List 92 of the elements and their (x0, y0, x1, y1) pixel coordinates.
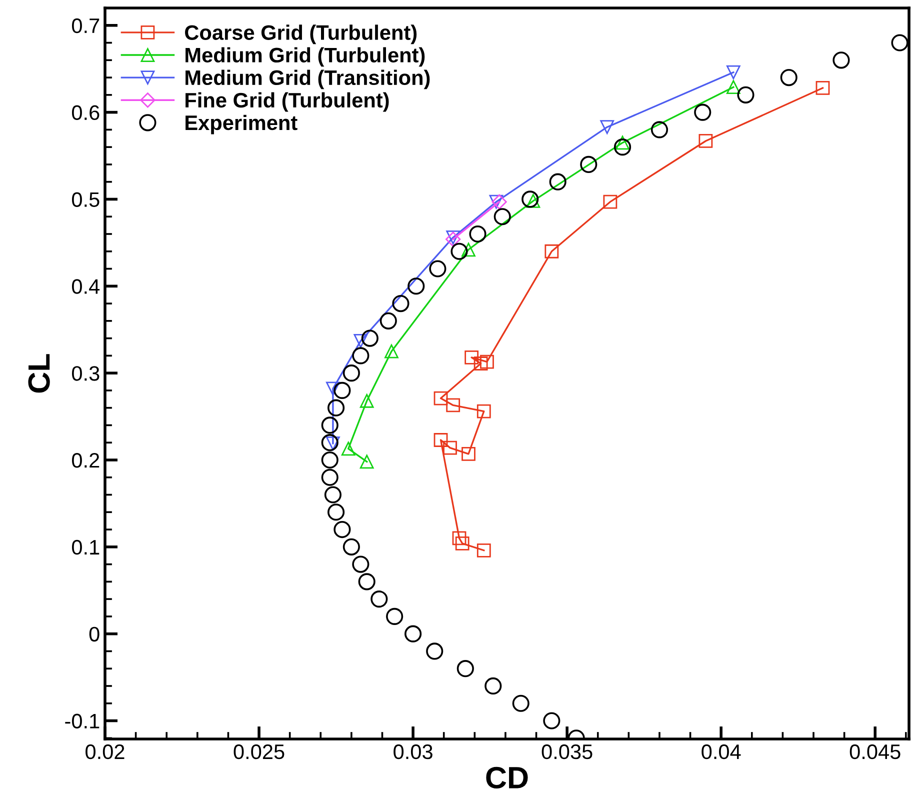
point (480, 354, 494, 369)
point (492, 194, 507, 210)
point (544, 244, 559, 258)
point (360, 454, 374, 469)
point (370, 590, 388, 608)
x-tick-label: 0.02 (86, 744, 124, 760)
point (891, 34, 908, 52)
point (386, 608, 404, 625)
legend-label: Fine Grid (Turbulent) (186, 92, 389, 112)
point (489, 194, 504, 209)
point (455, 536, 470, 550)
point (580, 156, 598, 173)
x-tick-label: 0.035 (542, 744, 592, 760)
point (452, 531, 466, 546)
point (384, 344, 398, 358)
point (334, 382, 351, 399)
point (494, 208, 511, 226)
point (446, 398, 460, 412)
point (469, 225, 486, 243)
point (694, 104, 712, 121)
point (476, 543, 491, 558)
point (392, 294, 410, 312)
point (342, 538, 360, 556)
point (324, 486, 342, 504)
point (698, 134, 713, 148)
y-tick-label: 0.6 (72, 105, 100, 120)
point (327, 504, 345, 521)
legend-label: Medium Grid (Transition) (186, 70, 430, 90)
point (321, 416, 338, 434)
y-tick-label: 0.1 (72, 540, 100, 555)
point (464, 350, 479, 364)
point (321, 451, 338, 469)
point (726, 65, 740, 80)
point (737, 86, 754, 104)
point (434, 433, 448, 447)
point (456, 660, 474, 678)
y-tick-label: 0.7 (72, 18, 100, 34)
legend-label: Medium Grid (Turbulent) (186, 47, 425, 67)
point (404, 625, 422, 642)
point (380, 312, 397, 330)
point (361, 330, 378, 347)
point (342, 364, 360, 382)
x-tick-label: 0.03 (394, 744, 432, 760)
point (522, 190, 539, 208)
point (321, 434, 338, 452)
y-tick-label: 0.5 (72, 192, 100, 207)
point (780, 68, 798, 86)
y-tick-label: 0.4 (72, 279, 100, 294)
point (462, 242, 476, 257)
point (549, 173, 566, 190)
point (327, 399, 345, 416)
y-axis-title: CL (28, 354, 50, 393)
point (512, 694, 530, 712)
point (726, 80, 740, 94)
point (484, 677, 502, 695)
point (614, 138, 632, 156)
point (616, 136, 630, 150)
y-tick-label: -0.1 (65, 714, 100, 728)
point (426, 642, 444, 660)
point (650, 121, 668, 138)
point (434, 391, 448, 406)
point (360, 394, 374, 408)
point (543, 712, 560, 730)
legend-label: Experiment (186, 114, 298, 134)
point (462, 446, 476, 461)
point (341, 442, 356, 456)
point (352, 556, 370, 573)
point (443, 440, 457, 455)
point (450, 242, 468, 260)
x-tick-label: 0.04 (702, 744, 741, 760)
point (429, 260, 446, 278)
y-tick-label: 0 (89, 626, 100, 642)
point (603, 194, 618, 209)
point (358, 573, 376, 590)
point (326, 382, 340, 396)
y-tick-label: 0.2 (72, 452, 100, 468)
point (334, 520, 351, 538)
point (476, 404, 491, 418)
point (832, 52, 850, 69)
point (600, 120, 614, 134)
point (352, 347, 370, 364)
point (526, 194, 540, 208)
y-tick-label: 0.3 (72, 366, 100, 381)
legend-label: Coarse Grid (Turbulent) (185, 24, 417, 44)
point (408, 278, 425, 295)
point (321, 468, 338, 486)
x-tick-label: 0.025 (234, 744, 284, 760)
point (816, 81, 830, 95)
point (474, 356, 488, 370)
x-tick-label: 0.045 (850, 744, 900, 760)
x-axis-title: CD (486, 766, 528, 789)
point (354, 334, 368, 348)
